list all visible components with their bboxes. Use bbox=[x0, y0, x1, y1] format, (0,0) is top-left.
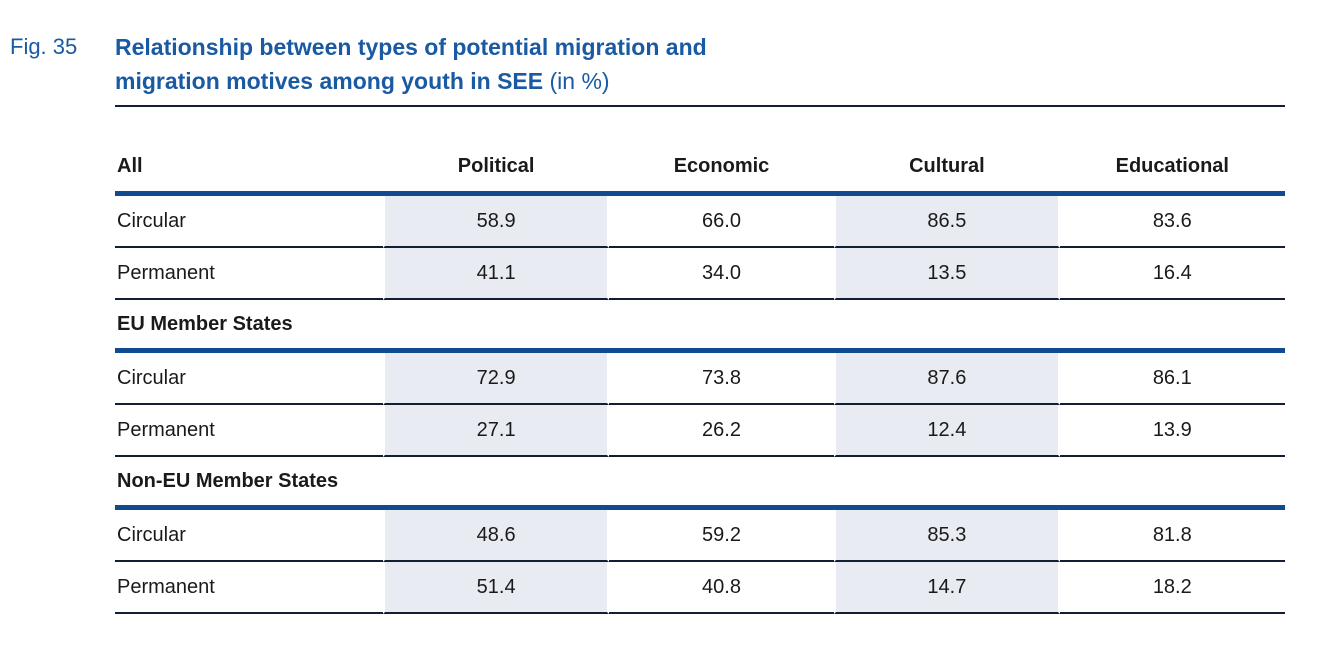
cell-value: 85.3 bbox=[834, 510, 1060, 562]
figure-title-unit: (in %) bbox=[549, 68, 610, 94]
column-header-economic: Economic bbox=[608, 141, 835, 196]
section-header: Non-EU Member States bbox=[115, 457, 1285, 510]
cell-value: 86.5 bbox=[834, 196, 1060, 248]
cell-value: 27.1 bbox=[383, 405, 609, 457]
cell-value: 40.8 bbox=[608, 562, 835, 614]
figure-header: Fig. 35 Relationship between types of po… bbox=[0, 0, 1324, 98]
section-header-row-non-eu: Non-EU Member States bbox=[115, 457, 1285, 510]
section-header-all: All bbox=[115, 141, 384, 196]
table-row-eu-circular: Circular 72.9 73.8 87.6 86.1 bbox=[115, 353, 1285, 405]
cell-value: 59.2 bbox=[608, 510, 835, 562]
cell-value: 51.4 bbox=[383, 562, 609, 614]
section-header-row-eu: EU Member States bbox=[115, 300, 1285, 353]
cell-value: 18.2 bbox=[1059, 562, 1285, 614]
cell-value: 16.4 bbox=[1059, 248, 1285, 300]
figure-label: Fig. 35 bbox=[10, 34, 78, 59]
cell-value: 34.0 bbox=[608, 248, 835, 300]
cell-value: 83.6 bbox=[1059, 196, 1285, 248]
figure-table: All Political Economic Cultural Educatio… bbox=[115, 141, 1285, 614]
cell-value: 13.9 bbox=[1059, 405, 1285, 457]
table-row-eu-permanent: Permanent 27.1 26.2 12.4 13.9 bbox=[115, 405, 1285, 457]
cell-value: 48.6 bbox=[383, 510, 609, 562]
column-header-cultural: Cultural bbox=[834, 141, 1060, 196]
table-header-row: All Political Economic Cultural Educatio… bbox=[115, 141, 1285, 196]
column-header-political: Political bbox=[383, 141, 609, 196]
cell-value: 12.4 bbox=[834, 405, 1060, 457]
row-label: Permanent bbox=[115, 405, 384, 457]
table-row-non-eu-circular: Circular 48.6 59.2 85.3 81.8 bbox=[115, 510, 1285, 562]
section-header: EU Member States bbox=[115, 300, 1285, 353]
cell-value: 66.0 bbox=[608, 196, 835, 248]
figure-title-line1: Relationship between types of potential … bbox=[115, 34, 707, 60]
row-label: Permanent bbox=[115, 248, 384, 300]
cell-value: 41.1 bbox=[383, 248, 609, 300]
cell-value: 81.8 bbox=[1059, 510, 1285, 562]
table-row-all-circular: Circular 58.9 66.0 86.5 83.6 bbox=[115, 196, 1285, 248]
row-label: Circular bbox=[115, 510, 384, 562]
row-label: Permanent bbox=[115, 562, 384, 614]
cell-value: 73.8 bbox=[608, 353, 835, 405]
cell-value: 26.2 bbox=[608, 405, 835, 457]
figure-title-line2: migration motives among youth in SEE bbox=[115, 68, 544, 94]
cell-value: 86.1 bbox=[1059, 353, 1285, 405]
table-row-non-eu-permanent: Permanent 51.4 40.8 14.7 18.2 bbox=[115, 562, 1285, 614]
row-label: Circular bbox=[115, 196, 384, 248]
row-label: Circular bbox=[115, 353, 384, 405]
title-rule bbox=[115, 105, 1285, 107]
cell-value: 14.7 bbox=[834, 562, 1060, 614]
table-row-all-permanent: Permanent 41.1 34.0 13.5 16.4 bbox=[115, 248, 1285, 300]
cell-value: 58.9 bbox=[383, 196, 609, 248]
cell-value: 13.5 bbox=[834, 248, 1060, 300]
column-header-educational: Educational bbox=[1059, 141, 1285, 196]
cell-value: 87.6 bbox=[834, 353, 1060, 405]
figure-title: Relationship between types of potential … bbox=[115, 30, 707, 98]
cell-value: 72.9 bbox=[383, 353, 609, 405]
